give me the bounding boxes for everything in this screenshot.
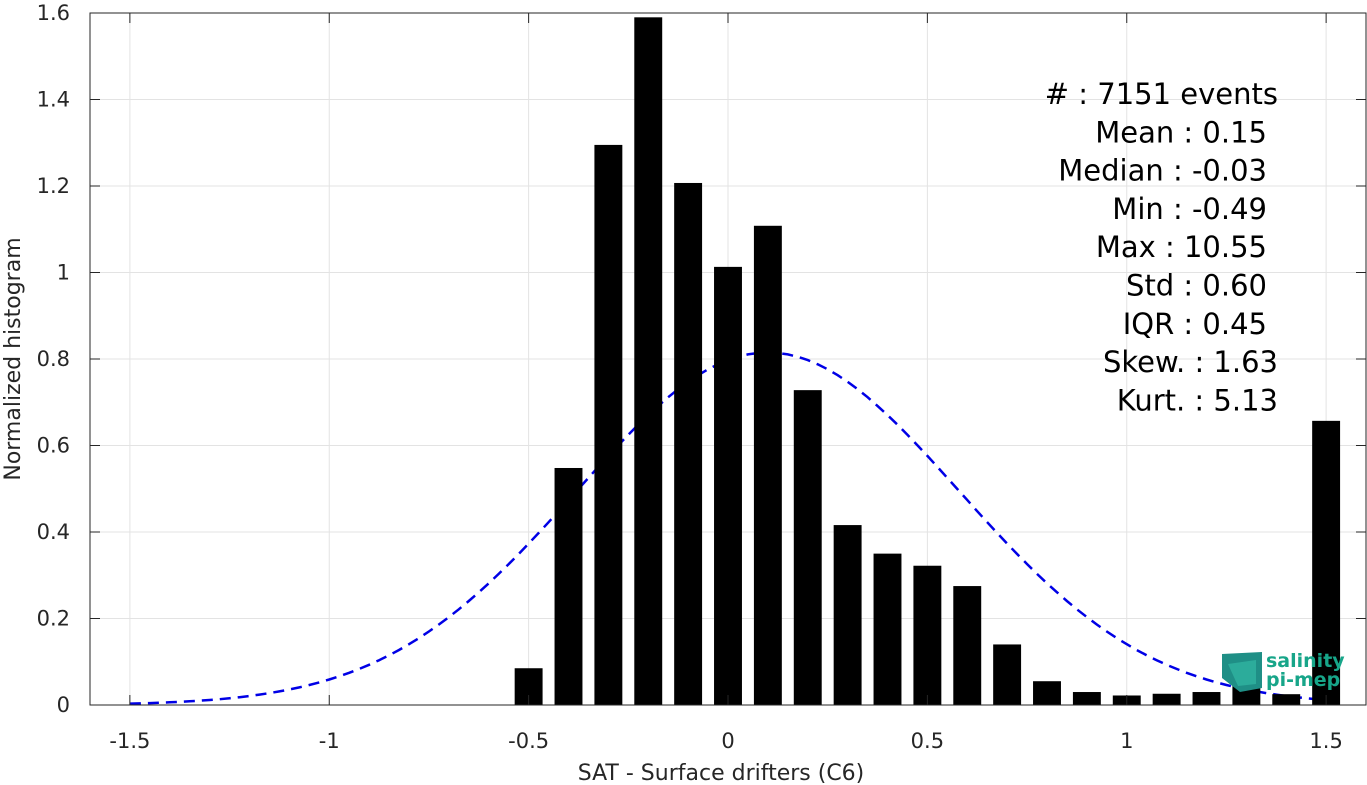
y-tick-label: 1.2 (37, 174, 70, 198)
gaussian-fit-line (129, 351, 1327, 705)
x-tick-label: 0 (721, 729, 734, 753)
y-tick-label: 1.4 (37, 88, 70, 112)
x-tick-label: -0.5 (508, 729, 549, 753)
stats-line: # : 7151 events (1045, 77, 1278, 111)
histogram-bar (714, 266, 742, 705)
stats-line: Mean : 0.15 (1095, 115, 1267, 149)
y-tick-label: 0.6 (37, 434, 70, 458)
stats-box: # : 7151 events Mean : 0.15 Median : -0.03… (1045, 77, 1278, 417)
histogram-bar (634, 17, 663, 705)
stats-line: IQR : 0.45 (1123, 307, 1267, 341)
histogram-bar (993, 644, 1022, 705)
x-axis: -1.5 -1 -0.5 0 0.5 1 1.5 (109, 13, 1343, 753)
stats-line: Skew. : 1.63 (1103, 345, 1278, 379)
histogram-bar (833, 525, 862, 705)
histogram-bar (554, 467, 583, 705)
stats-line: Median : -0.03 (1058, 154, 1267, 188)
histogram-bar (753, 225, 782, 706)
salinity-pi-mep-logo: salinity pi-mep (1222, 650, 1345, 692)
fit-curve-group (129, 351, 1327, 705)
histogram-bar (1192, 692, 1221, 705)
histogram-bar (1272, 694, 1301, 705)
logo-mark-facet-icon (1228, 660, 1256, 686)
histogram-bar (1152, 693, 1181, 705)
histogram-bar (594, 144, 623, 706)
x-tick-label: 1 (1120, 729, 1133, 753)
logo-text-line2: pi-mep (1266, 669, 1340, 691)
y-tick-label: 0.4 (37, 520, 70, 544)
histogram-bar (674, 182, 703, 705)
y-tick-label: 0 (57, 693, 70, 717)
y-axis-label: Normalized histogram (1, 237, 26, 480)
histogram-bar (1312, 420, 1341, 705)
histogram-bar (953, 586, 982, 705)
y-axis: 0 0.2 0.4 0.6 0.8 1 1.2 1.4 1.6 (37, 1, 1366, 717)
histogram-bar (913, 565, 942, 705)
histogram-bar (793, 390, 822, 705)
bars-group (514, 17, 1341, 706)
x-tick-label: -1 (319, 729, 340, 753)
y-tick-label: 0.2 (37, 607, 70, 631)
stats-line: Max : 10.55 (1096, 230, 1267, 264)
stats-line: Std : 0.60 (1126, 269, 1267, 303)
y-tick-label: 0.8 (37, 347, 70, 371)
stats-line: Kurt. : 5.13 (1117, 383, 1278, 417)
x-tick-label: -1.5 (109, 729, 150, 753)
y-tick-label: 1 (57, 261, 70, 285)
x-tick-label: 1.5 (1309, 729, 1342, 753)
y-tick-label: 1.6 (37, 1, 70, 25)
histogram-bar (1033, 681, 1061, 705)
x-tick-label: 0.5 (911, 729, 944, 753)
histogram-bar (1072, 692, 1101, 705)
histogram-bar (873, 553, 902, 705)
logo-text-line1: salinity (1266, 650, 1345, 672)
stats-line: Min : -0.49 (1112, 192, 1267, 226)
x-axis-label: SAT - Surface drifters (C6) (578, 761, 865, 785)
